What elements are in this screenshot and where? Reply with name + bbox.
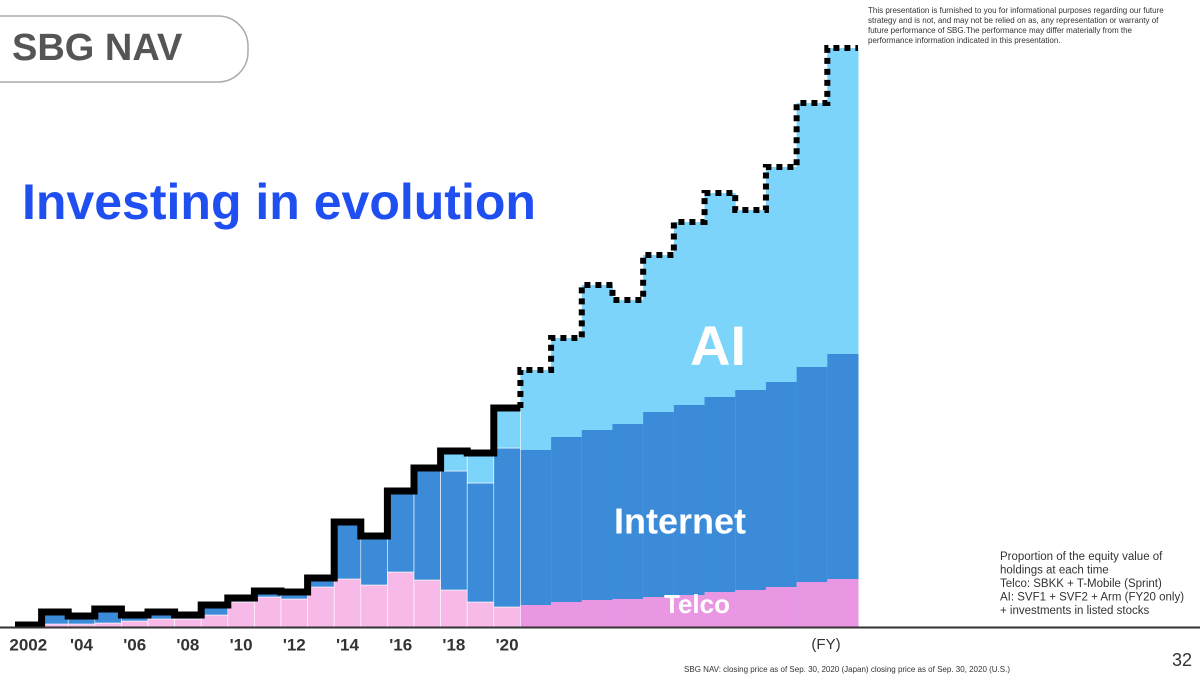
projection-telco-area — [581, 600, 613, 627]
slide-title: SBG NAV — [12, 27, 183, 69]
internet-bar — [440, 470, 468, 591]
projection-internet-area — [643, 412, 675, 597]
note-line: + investments in listed stocks — [1000, 605, 1149, 617]
footer-source: SBG NAV: closing price as of Sep. 30, 20… — [684, 665, 1010, 674]
projection-internet-area — [612, 424, 644, 599]
projection-internet-area — [765, 382, 798, 587]
projection-internet-area — [704, 397, 736, 592]
internet-bar — [387, 490, 415, 573]
telco-bar — [440, 589, 468, 628]
internet-bar — [413, 467, 441, 581]
note-line: holdings at each time — [1000, 565, 1109, 577]
x-tick-label: '10 — [230, 635, 253, 654]
projection-internet-area — [551, 437, 583, 602]
telco-label: Telco — [664, 589, 730, 619]
x-tick-label: '04 — [70, 635, 93, 654]
internet-bar — [360, 535, 388, 586]
internet-bar — [493, 447, 521, 608]
internet-bar — [466, 482, 495, 603]
x-tick-label: '20 — [496, 635, 519, 654]
telco-bar — [227, 601, 255, 628]
note: Proportion of the equity value of holding… — [1000, 551, 1184, 617]
telco-bar — [387, 571, 415, 628]
projection-telco-area — [520, 605, 552, 627]
projection-telco-area — [612, 599, 644, 627]
x-tick-label: '18 — [442, 635, 465, 654]
x-tick-label: '14 — [336, 635, 359, 654]
ai-bar — [493, 407, 521, 449]
telco-bar — [333, 578, 362, 628]
projection-telco-area — [735, 590, 767, 627]
projection-telco-area — [827, 579, 859, 627]
projection-internet-area — [520, 450, 552, 605]
telco-bar — [174, 618, 202, 628]
projection-line — [517, 45, 858, 408]
x-tick-label: '16 — [389, 635, 412, 654]
projection-internet-area — [827, 354, 859, 579]
internet-label: Internet — [614, 501, 746, 542]
page-number: 32 — [1172, 650, 1192, 670]
disclaimer-line: This presentation is furnished to you fo… — [868, 6, 1164, 15]
projection-telco-area — [643, 597, 675, 627]
note-line: AI: SVF1 + SVF2 + Arm (FY20 only) — [1000, 592, 1184, 604]
telco-bar — [307, 586, 335, 628]
x-tick-label: '08 — [176, 635, 199, 654]
telco-bar — [200, 614, 229, 628]
projection-telco-area — [765, 587, 798, 627]
telco-bar — [493, 606, 521, 628]
telco-bar — [413, 579, 441, 628]
disclaimer-line: performance information indicated in thi… — [868, 36, 1061, 45]
telco-bar — [147, 618, 175, 628]
telco-bar — [466, 601, 495, 628]
projection-telco-area — [551, 602, 583, 627]
disclaimer-line: future performance of SBG.The performanc… — [868, 26, 1133, 35]
telco-bar — [280, 598, 308, 628]
projection-internet-area — [581, 430, 613, 600]
headline: Investing in evolution — [22, 174, 536, 230]
projection-internet-area — [796, 367, 828, 582]
telco-bar — [254, 596, 282, 628]
note-line: Proportion of the equity value of — [1000, 551, 1163, 563]
x-tick-label: '06 — [123, 635, 146, 654]
disclaimer: This presentation is furnished to you fo… — [868, 6, 1164, 45]
projection-internet-area — [735, 390, 767, 590]
projection-telco-area — [673, 595, 706, 627]
nav-line — [15, 404, 521, 629]
note-line: Telco: SBKK + T-Mobile (Sprint) — [1000, 578, 1162, 590]
x-tick-label: 2002 — [9, 635, 47, 654]
x-tick-label: '12 — [283, 635, 306, 654]
ai-bar — [466, 452, 495, 484]
disclaimer-line: strategy and is not, and may not be reli… — [868, 16, 1159, 25]
telco-bar — [94, 622, 122, 628]
projection-internet-area — [673, 405, 706, 595]
ai-label: AI — [690, 314, 746, 377]
x-unit-label: (FY) — [811, 636, 840, 653]
telco-bar — [360, 584, 388, 628]
plot: 2002 '04 '06 '08 '10 '12 '14 '16 '18 '20 — [9, 45, 859, 654]
projection-telco-area — [796, 582, 828, 627]
title-box — [0, 15, 249, 83]
telco-bar — [121, 620, 149, 628]
internet-bar — [333, 521, 362, 580]
projection-telco-area — [704, 592, 736, 627]
